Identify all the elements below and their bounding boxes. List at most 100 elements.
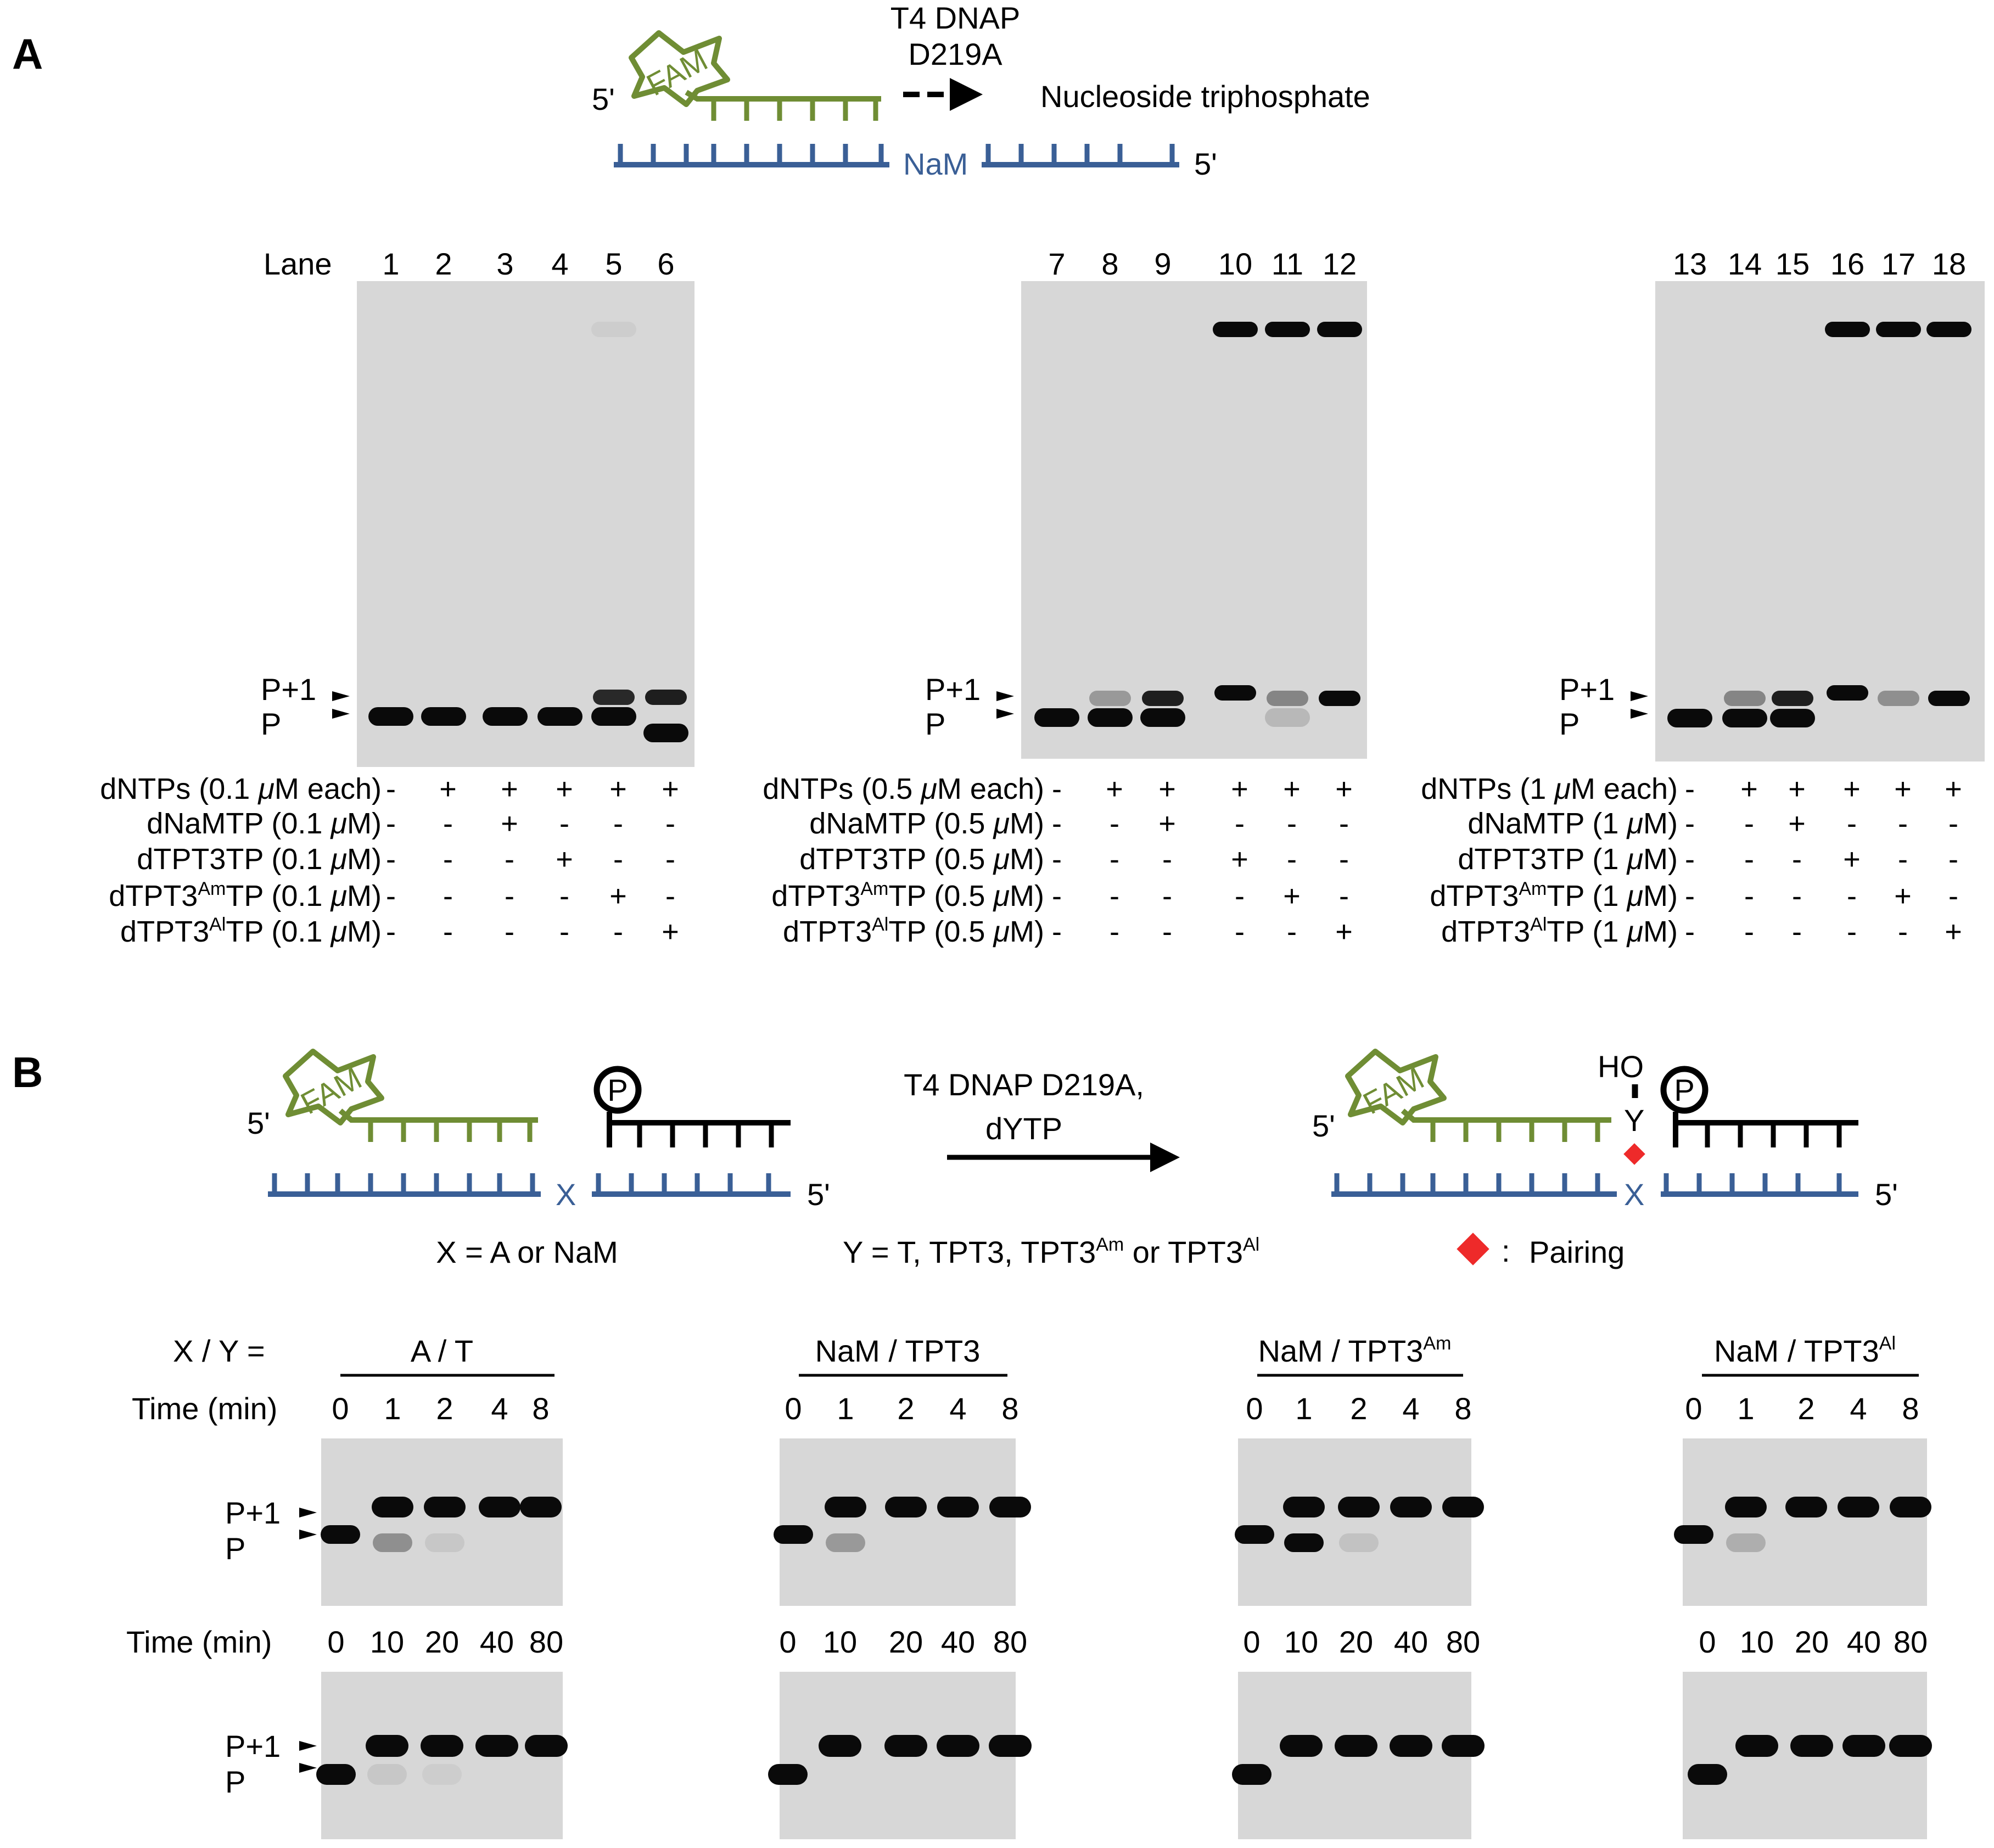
condition-sign: - [386, 880, 396, 912]
band-p [1726, 1533, 1766, 1552]
condition-sign: - [559, 880, 569, 912]
time-point: 0 [1685, 1391, 1702, 1426]
time-point: 20 [425, 1625, 459, 1659]
lane-number: 18 [1932, 247, 1966, 281]
gel-b-short [780, 1438, 1016, 1606]
band-p [422, 1764, 462, 1785]
condition-sign: - [1744, 915, 1754, 948]
band-p [421, 707, 466, 726]
band-p [321, 1525, 360, 1544]
xy-group-label: NaM / TPT3Al [1714, 1333, 1896, 1368]
fam-star-a [629, 30, 730, 107]
panel-b-schematic-right: FAM 5' HO Y X 5' P [1312, 1049, 1898, 1212]
lane-number: 15 [1775, 247, 1810, 281]
pairing-diamond-small [1623, 1143, 1645, 1165]
condition-sign: - [1685, 843, 1695, 876]
arrow-label-line1: T4 DNAP D219A, [904, 1067, 1144, 1102]
condition-sign: - [386, 843, 396, 876]
condition-sign: - [1052, 880, 1062, 912]
condition-label: dNaMTP (0.5 μM) [809, 807, 1044, 840]
band-p1 [937, 1497, 979, 1517]
condition-sign: - [443, 843, 453, 876]
band-p1 [1735, 1735, 1778, 1757]
gel-a2 [1021, 281, 1367, 759]
p-label: P [261, 707, 281, 741]
condition-sign: - [1847, 807, 1857, 840]
lane-number: 6 [657, 247, 674, 281]
band-p [1034, 708, 1079, 727]
band-p [316, 1764, 356, 1785]
condition-label: dNaMTP (0.1 μM) [147, 807, 382, 840]
time-point: 4 [491, 1391, 508, 1426]
five-prime-primer-a: 5' [592, 82, 615, 116]
band-p [1265, 708, 1310, 727]
condition-sign: + [501, 807, 518, 840]
condition-sign: + [662, 915, 679, 948]
band-p1 [989, 1497, 1031, 1517]
condition-sign: - [505, 880, 514, 912]
condition-label: dTPT3AmTP (0.1 μM) [109, 878, 382, 912]
time-point: 40 [941, 1625, 975, 1659]
condition-sign: + [1335, 772, 1353, 805]
band-p1 [1785, 1497, 1827, 1517]
p-label: P [1559, 707, 1579, 741]
p1-arrowhead [332, 691, 350, 701]
time-point: 2 [436, 1391, 453, 1426]
condition-sign: - [613, 843, 623, 876]
p-label: P [225, 1531, 245, 1566]
band-p1 [366, 1735, 408, 1757]
y-base: Y [1624, 1103, 1644, 1138]
p-label: P [225, 1765, 245, 1799]
arrow-label-line2: dYTP [985, 1111, 1062, 1146]
band-p1 [1214, 685, 1256, 701]
band-full-length [591, 322, 636, 337]
condition-sign: - [1792, 843, 1802, 876]
lane-number: 2 [435, 247, 452, 281]
five-prime-b4: 5' [1875, 1177, 1898, 1212]
band-p1 [1442, 1735, 1485, 1757]
band-p1 [1725, 1497, 1767, 1517]
condition-sign: - [1948, 843, 1958, 876]
time-point: 80 [1446, 1625, 1480, 1659]
band-p [367, 1764, 407, 1785]
condition-sign: - [1110, 843, 1119, 876]
condition-sign: + [1843, 843, 1861, 876]
lane-number: 5 [605, 247, 622, 281]
condition-sign: + [1945, 915, 1962, 948]
lane-number: 4 [551, 247, 568, 281]
condition-sign: + [1158, 807, 1176, 840]
band-p1 [1890, 1497, 1931, 1517]
condition-sign: + [1843, 772, 1861, 805]
band-p1 [1335, 1735, 1377, 1757]
band-full-length [1926, 322, 1971, 337]
band-full-length [1825, 322, 1870, 337]
band-p1 [1790, 1735, 1833, 1757]
time-point: 80 [993, 1625, 1027, 1659]
pairing-diamond-legend [1457, 1233, 1489, 1265]
band-p [774, 1525, 813, 1544]
time-point: 8 [1001, 1391, 1018, 1426]
band-p1 [937, 1735, 979, 1757]
condition-sign: + [1894, 772, 1912, 805]
condition-sign: - [1898, 807, 1908, 840]
condition-sign: - [665, 807, 675, 840]
condition-label: dNaMTP (1 μM) [1468, 807, 1678, 840]
condition-sign: + [1788, 772, 1806, 805]
band-p1 [1338, 1497, 1380, 1517]
band-p1 [819, 1735, 861, 1757]
band-p1 [885, 1497, 927, 1517]
time-point: 0 [779, 1625, 796, 1659]
band-p [1235, 1525, 1274, 1544]
band-p1 [1928, 691, 1970, 706]
condition-sign: - [613, 915, 623, 948]
condition-sign: - [1235, 880, 1245, 912]
time-point: 20 [889, 1625, 923, 1659]
band-p [1667, 709, 1712, 727]
condition-sign: - [1052, 772, 1062, 805]
time-point: 8 [1454, 1391, 1471, 1426]
time-point: 4 [949, 1391, 966, 1426]
p-label: P [925, 707, 945, 741]
condition-sign: - [1052, 807, 1062, 840]
condition-sign: + [556, 843, 573, 876]
